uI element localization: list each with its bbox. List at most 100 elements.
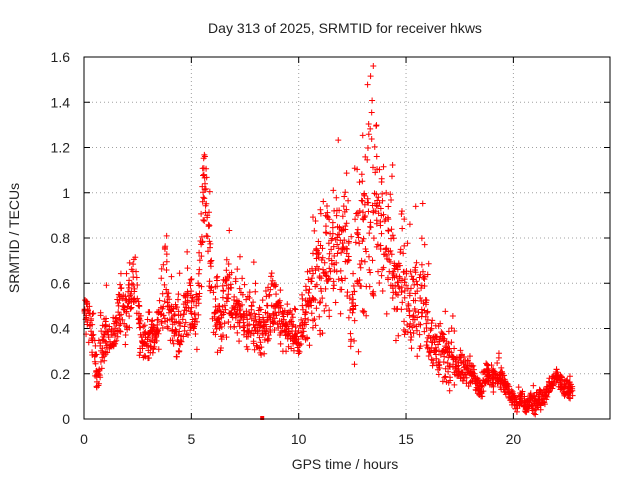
data-point — [363, 312, 370, 319]
data-point — [430, 334, 437, 341]
data-point — [309, 294, 316, 301]
data-point — [343, 220, 350, 227]
data-point — [195, 270, 202, 277]
data-point — [370, 207, 377, 214]
data-point — [359, 132, 366, 139]
data-point — [406, 221, 413, 228]
data-point — [165, 303, 172, 310]
data-points — [81, 63, 576, 420]
data-point — [123, 270, 130, 277]
data-point — [376, 279, 383, 286]
data-point — [179, 316, 186, 323]
data-point — [390, 289, 397, 296]
data-point — [185, 331, 192, 338]
data-point — [152, 334, 159, 341]
data-point — [351, 288, 358, 295]
data-point — [141, 352, 148, 359]
data-point — [137, 324, 144, 331]
data-point — [320, 198, 327, 205]
data-point — [427, 349, 434, 356]
data-point — [465, 383, 472, 390]
data-point — [241, 314, 248, 321]
data-point — [375, 194, 382, 201]
data-point — [284, 301, 291, 308]
data-point — [254, 327, 261, 334]
data-point — [405, 300, 412, 307]
data-point — [373, 153, 380, 160]
data-point — [199, 198, 206, 205]
data-point — [296, 348, 303, 355]
data-point — [226, 227, 233, 234]
data-point — [350, 296, 357, 303]
data-point — [367, 73, 374, 80]
data-point — [256, 311, 263, 318]
data-point — [537, 400, 544, 407]
data-point — [219, 294, 226, 301]
data-point — [241, 281, 248, 288]
data-point — [160, 312, 167, 319]
data-point — [374, 166, 381, 173]
data-point — [195, 280, 202, 287]
data-point — [126, 277, 133, 284]
data-point — [438, 329, 445, 336]
data-point — [459, 377, 466, 384]
data-point — [165, 325, 172, 332]
data-point — [310, 295, 317, 302]
data-point — [349, 291, 356, 298]
data-point — [424, 271, 431, 278]
data-point — [330, 187, 337, 194]
data-point — [312, 218, 319, 225]
data-point — [442, 373, 449, 380]
data-point — [319, 266, 326, 273]
data-point — [257, 349, 264, 356]
data-point — [141, 341, 148, 348]
data-point — [173, 318, 180, 325]
data-point — [221, 320, 228, 327]
data-point — [435, 341, 442, 348]
data-point — [171, 311, 178, 318]
data-point — [160, 261, 167, 268]
data-point — [490, 388, 497, 395]
data-point — [154, 321, 161, 328]
data-point — [106, 345, 113, 352]
data-point — [165, 290, 172, 297]
data-point — [275, 303, 282, 310]
data-point — [177, 341, 184, 348]
data-point — [244, 346, 251, 353]
data-point — [273, 291, 280, 298]
data-point — [133, 274, 140, 281]
data-point — [442, 308, 449, 315]
data-point — [537, 406, 544, 413]
data-point — [206, 244, 213, 251]
data-point — [412, 297, 419, 304]
data-point — [388, 196, 395, 203]
data-point — [366, 283, 373, 290]
data-point — [88, 328, 95, 335]
data-point — [116, 315, 123, 322]
data-point — [332, 236, 339, 243]
data-point — [164, 323, 171, 330]
data-point — [317, 242, 324, 249]
data-point — [416, 331, 423, 338]
data-point — [401, 242, 408, 249]
data-point — [370, 235, 377, 242]
data-point — [429, 362, 436, 369]
data-point — [306, 286, 313, 293]
data-point — [412, 203, 419, 210]
data-point — [414, 327, 421, 334]
data-point — [448, 339, 455, 346]
data-point — [387, 191, 394, 198]
data-point — [177, 320, 184, 327]
data-point — [321, 259, 328, 266]
data-point — [175, 291, 182, 298]
data-point — [301, 319, 308, 326]
data-point — [510, 392, 517, 399]
data-point — [266, 292, 273, 299]
data-point — [178, 338, 185, 345]
data-point — [488, 362, 495, 369]
data-point — [175, 332, 182, 339]
data-point — [316, 299, 323, 306]
data-point — [388, 251, 395, 258]
data-point — [530, 382, 537, 389]
